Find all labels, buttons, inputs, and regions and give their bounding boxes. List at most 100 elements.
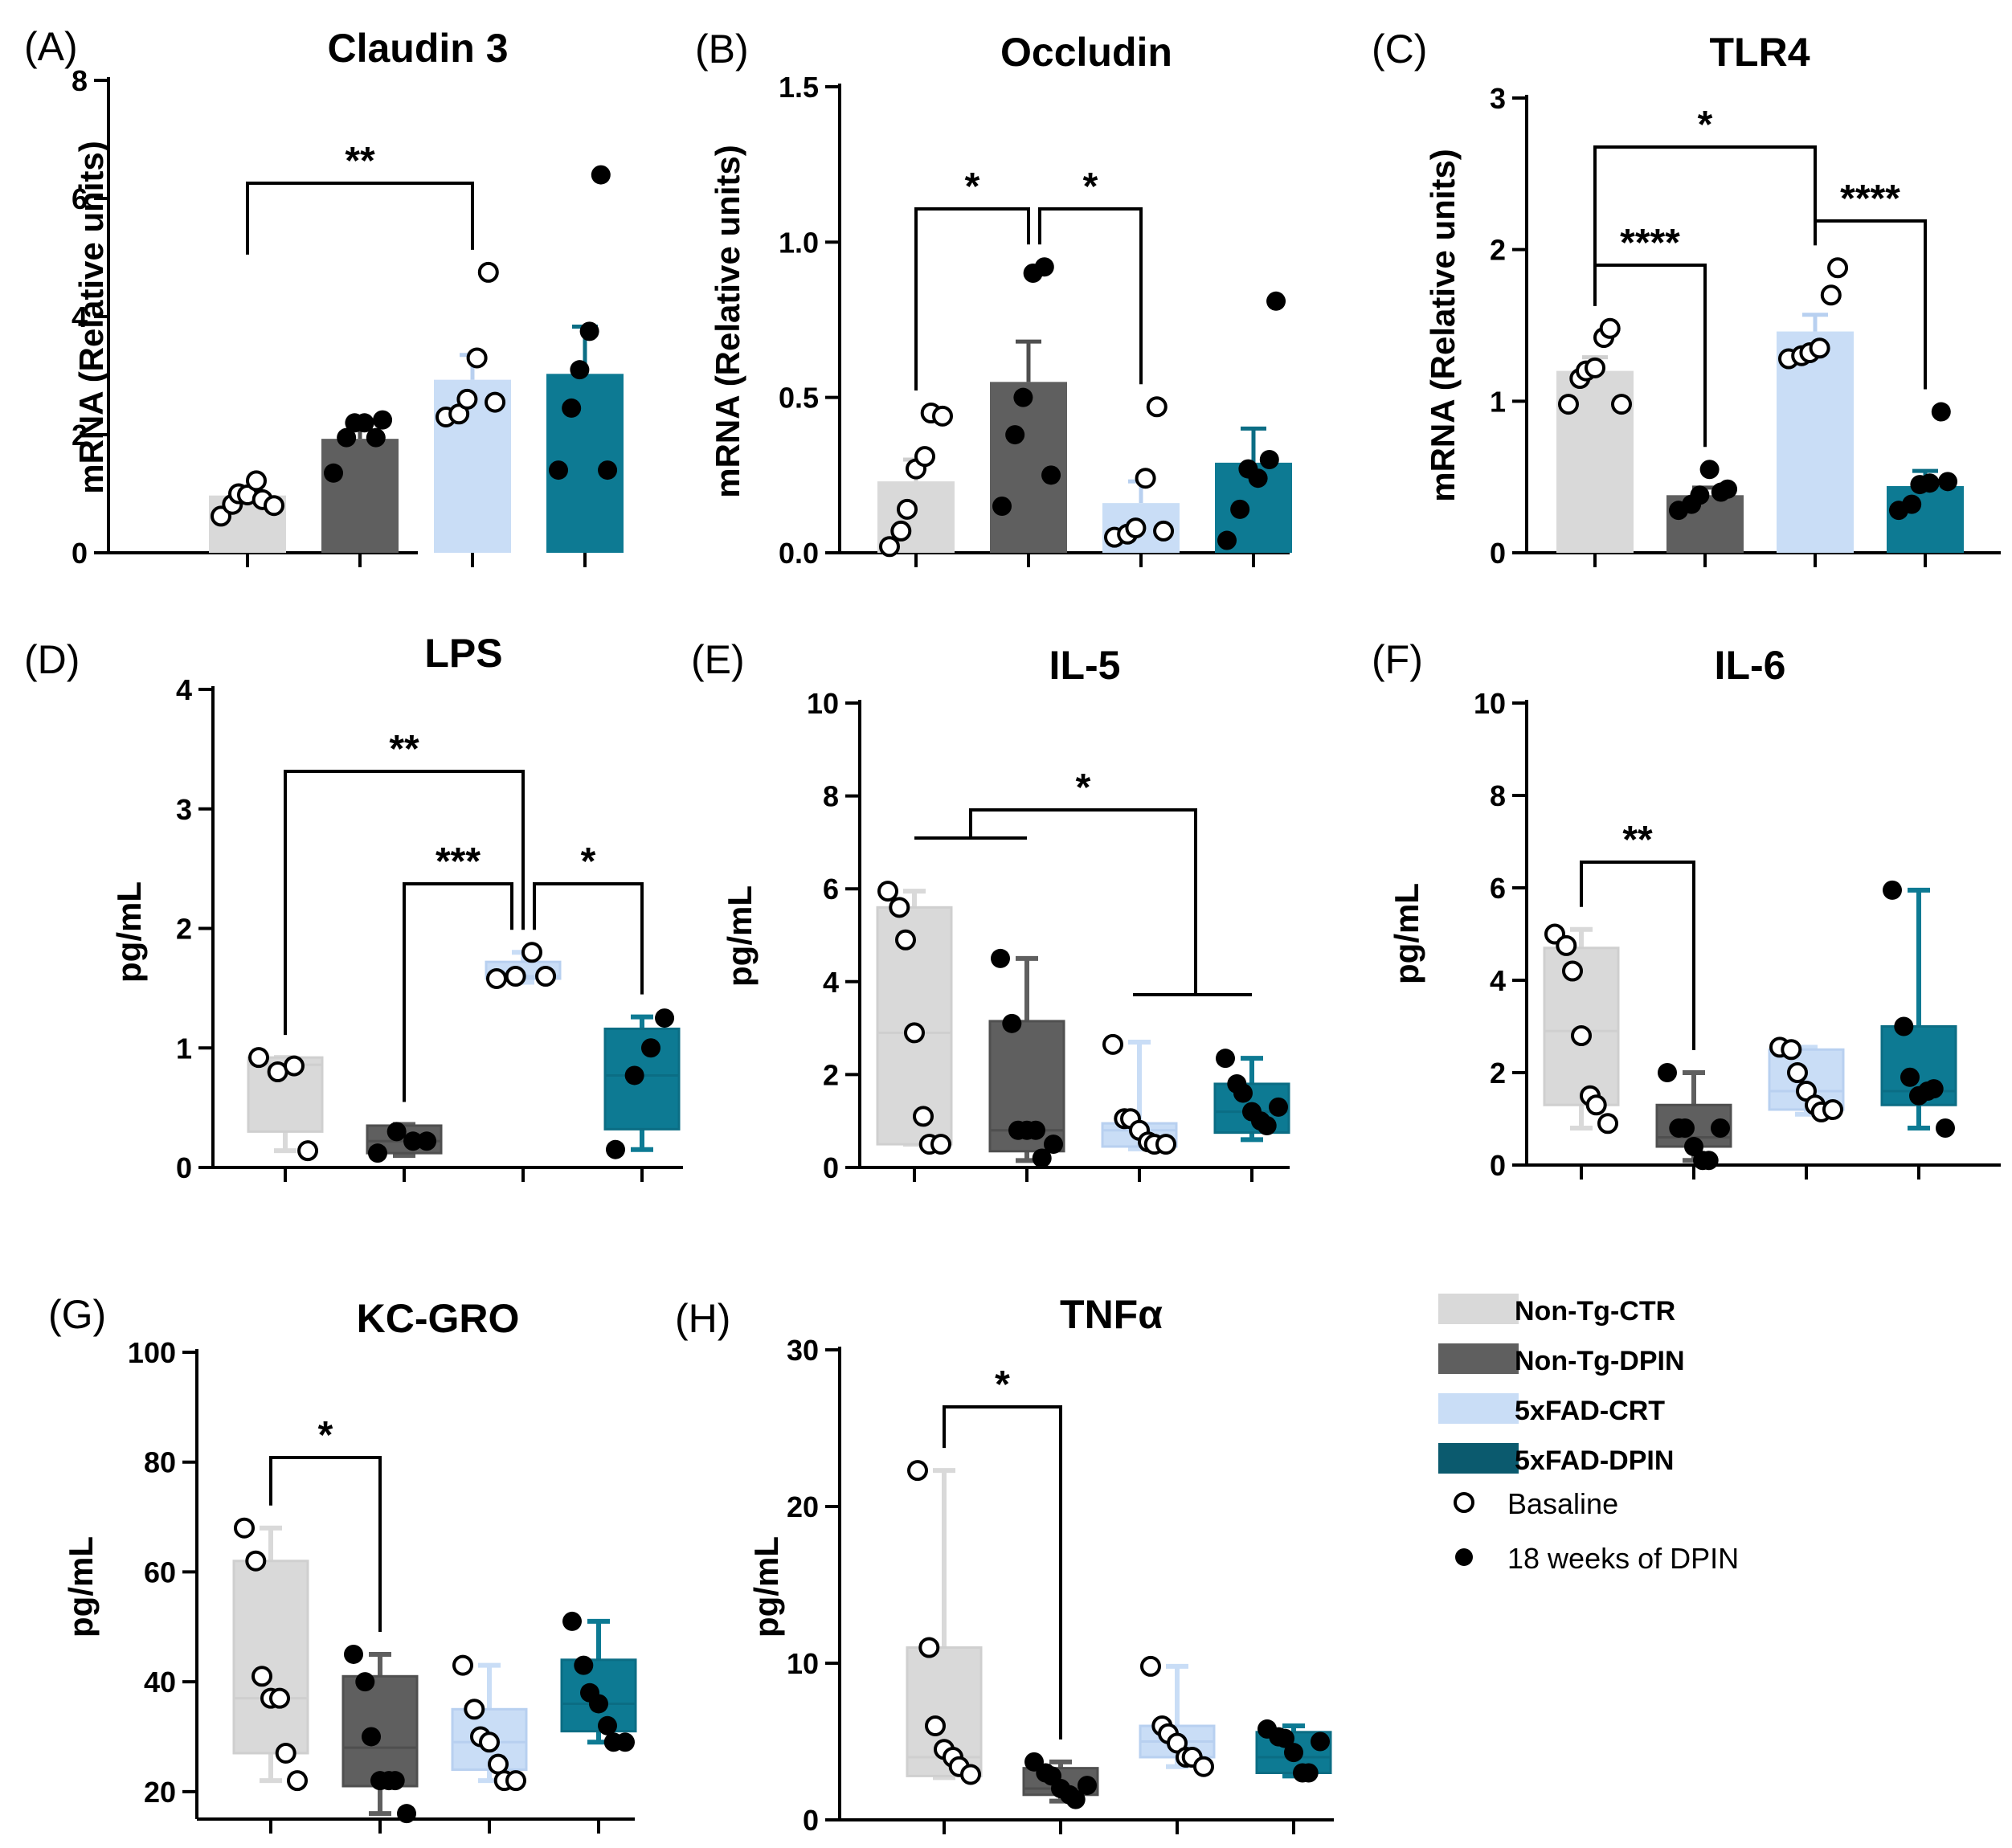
legend-swatch-5xfad-dpin <box>1438 1443 1519 1474</box>
y-tick-label: 2 <box>1490 234 1506 267</box>
data-point <box>505 966 526 987</box>
data-point <box>1259 450 1279 469</box>
significance-bracket <box>284 770 525 1036</box>
y-axis-label: mRNA (Relative units) <box>1424 149 1462 502</box>
significance-label: * <box>965 166 980 208</box>
data-point <box>930 1134 951 1155</box>
data-point <box>1026 1120 1045 1140</box>
data-point <box>354 413 374 433</box>
box <box>247 1056 324 1133</box>
data-point <box>1275 1728 1294 1748</box>
data-point <box>373 410 393 430</box>
data-point <box>246 470 267 492</box>
data-point <box>386 1122 407 1142</box>
data-point <box>251 1666 272 1687</box>
data-point <box>1193 1756 1214 1777</box>
data-point <box>456 388 478 410</box>
data-point <box>1002 1013 1022 1033</box>
y-tick-label: 4 <box>823 966 839 999</box>
data-point <box>1938 472 1958 492</box>
data-point <box>1699 1151 1719 1171</box>
data-point <box>1125 517 1147 539</box>
significance-label: * <box>581 840 596 883</box>
significance-bracket <box>1593 145 1817 306</box>
y-tick-label: 1.5 <box>779 71 819 104</box>
y-tick-label: 3 <box>1490 82 1506 115</box>
panel-f: (F) IL-6 pg/mL 0 2 4 6 8 10 ** <box>1372 637 2001 1182</box>
data-point <box>521 942 542 963</box>
data-point <box>562 398 582 418</box>
y-tick-label: 10 <box>807 687 839 720</box>
data-point <box>549 460 568 480</box>
data-point <box>591 165 611 185</box>
y-tick-label: 100 <box>128 1336 176 1369</box>
data-point <box>344 1644 363 1664</box>
chart-title: TNFα <box>1060 1292 1163 1337</box>
significance-bracket <box>1814 219 1927 390</box>
data-point <box>932 405 953 427</box>
y-tick-label: 6 <box>823 873 839 906</box>
data-point <box>1230 499 1250 519</box>
data-point <box>1931 402 1951 422</box>
chart-title: Claudin 3 <box>327 26 508 71</box>
data-point <box>1675 1118 1695 1138</box>
data-point <box>1684 1137 1703 1156</box>
y-tick-label: 0.5 <box>779 382 819 415</box>
data-point <box>1658 1063 1677 1082</box>
data-point <box>904 1022 925 1044</box>
data-point <box>269 1687 290 1709</box>
data-point <box>1266 291 1286 311</box>
legend-marker-open-circle <box>1454 1492 1474 1513</box>
significance-bracket <box>943 1405 1062 1740</box>
data-point <box>1032 1148 1052 1168</box>
data-point <box>1902 494 1922 514</box>
y-axis-label: pg/mL <box>1388 883 1425 984</box>
data-point <box>1820 284 1842 306</box>
legend-label-5xfad-dpin: 5xFAD-DPIN <box>1515 1445 1674 1476</box>
data-point <box>464 1699 485 1720</box>
significance-label: ** <box>389 728 419 771</box>
data-point <box>1894 1016 1914 1036</box>
y-axis-label: pg/mL <box>721 885 759 987</box>
y-tick-label: 8 <box>823 780 839 813</box>
data-point <box>1585 1094 1607 1116</box>
data-point <box>485 391 506 413</box>
data-point <box>1585 357 1605 378</box>
data-point <box>1599 317 1621 339</box>
data-point <box>1699 460 1720 480</box>
significance-label: ** <box>345 140 375 182</box>
y-axis-label: mRNA (Relative units) <box>709 145 746 498</box>
y-tick-label: 6 <box>1490 872 1506 905</box>
significance-bracket <box>969 808 1197 995</box>
legend-label-non-tg-dpin: Non-Tg-DPIN <box>1515 1346 1685 1376</box>
data-point <box>1135 468 1156 489</box>
y-tick-label: 10 <box>1474 687 1506 720</box>
data-point <box>355 1672 375 1692</box>
y-tick-label: 30 <box>787 1334 819 1367</box>
data-point <box>598 1715 617 1736</box>
panel-label: (A) <box>24 24 78 69</box>
box <box>232 1560 309 1755</box>
box <box>341 1674 419 1788</box>
data-point <box>897 498 918 520</box>
data-point <box>1216 1049 1235 1069</box>
panel-label: (E) <box>691 637 745 682</box>
data-point <box>1718 479 1738 499</box>
data-point <box>366 427 386 448</box>
data-point <box>960 1764 981 1785</box>
legend-label-non-tg-ctr: Non-Tg-CTR <box>1515 1296 1675 1327</box>
data-point <box>1781 1039 1802 1061</box>
significance-bracket <box>269 1456 382 1632</box>
data-point <box>417 1131 437 1151</box>
y-tick-label: 20 <box>787 1490 819 1523</box>
data-point <box>275 1742 296 1764</box>
y-tick-label: 8 <box>1490 779 1506 812</box>
significance-bracket <box>533 882 644 995</box>
data-point <box>1558 394 1579 415</box>
y-axis-label: pg/mL <box>62 1536 100 1637</box>
data-point <box>1140 1655 1161 1677</box>
